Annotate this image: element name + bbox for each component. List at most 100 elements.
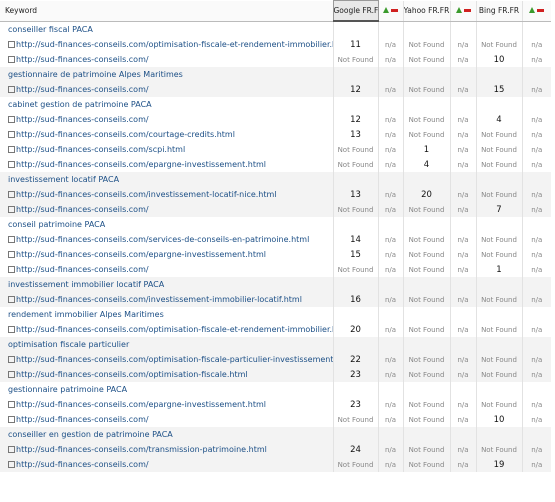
empty-cell: [475, 277, 522, 292]
rank-cell: Not Found: [402, 367, 450, 382]
rank-cell: n/a: [449, 352, 476, 367]
url[interactable]: http://sud-finances-conseils.com/optimis…: [16, 325, 333, 334]
link-icon: [8, 206, 15, 213]
url-row: http://sud-finances-conseils.com/investi…: [0, 292, 551, 307]
empty-cell: [332, 97, 378, 112]
url-cell: http://sud-finances-conseils.com/: [0, 52, 333, 67]
rank-cell: 10: [475, 52, 522, 67]
rank-cell: n/a: [449, 202, 476, 217]
empty-cell: [332, 67, 378, 82]
change-header: [377, 0, 403, 22]
url[interactable]: http://sud-finances-conseils.com/optimis…: [16, 40, 333, 49]
url[interactable]: http://sud-finances-conseils.com/epargne…: [16, 400, 266, 409]
rank-cell: n/a: [521, 52, 551, 67]
url-cell: http://sud-finances-conseils.com/transmi…: [0, 442, 333, 457]
empty-cell: [332, 307, 378, 322]
url-row: http://sud-finances-conseils.com/Not Fou…: [0, 202, 551, 217]
empty-cell: [377, 382, 403, 397]
empty-cell: [402, 337, 450, 352]
link-icon: [8, 446, 15, 453]
link-icon: [8, 131, 15, 138]
empty-cell: [521, 172, 551, 187]
rank-cell: n/a: [377, 442, 403, 457]
keyword: rendement immobilier Alpes Maritimes: [8, 310, 164, 319]
empty-cell: [377, 67, 403, 82]
rank-cell: n/a: [521, 187, 551, 202]
rank-cell: Not Found: [475, 367, 522, 382]
rank-cell: Not Found: [402, 37, 450, 52]
link-icon: [8, 251, 15, 258]
keyword-header[interactable]: Keyword: [0, 0, 333, 22]
rank-cell: Not Found: [475, 157, 522, 172]
rank-cell: 20: [402, 187, 450, 202]
rank-cell: n/a: [377, 232, 403, 247]
url-row: http://sud-finances-conseils.com/epargne…: [0, 157, 551, 172]
url-cell: http://sud-finances-conseils.com/epargne…: [0, 157, 333, 172]
url[interactable]: http://sud-finances-conseils.com/investi…: [16, 295, 302, 304]
link-icon: [8, 371, 15, 378]
empty-cell: [449, 97, 476, 112]
url[interactable]: http://sud-finances-conseils.com/epargne…: [16, 160, 266, 169]
empty-cell: [521, 21, 551, 37]
rank-cell: n/a: [521, 127, 551, 142]
keyword-row: gestionnaire patrimoine PACA: [0, 382, 551, 397]
rank-cell: Not Found: [332, 52, 378, 67]
url[interactable]: http://sud-finances-conseils.com/: [16, 115, 149, 124]
rank-cell: n/a: [521, 112, 551, 127]
empty-cell: [475, 382, 522, 397]
link-icon: [8, 461, 15, 468]
rank-cell: 23: [332, 367, 378, 382]
empty-cell: [402, 382, 450, 397]
empty-cell: [475, 21, 522, 37]
keyword: gestionnaire patrimoine PACA: [8, 385, 128, 394]
rank-cell: n/a: [377, 262, 403, 277]
rank-cell: 7: [475, 202, 522, 217]
google-header[interactable]: Google FR.FR: [332, 0, 379, 22]
url[interactable]: http://sud-finances-conseils.com/epargne…: [16, 250, 266, 259]
rank-cell: Not Found: [402, 412, 450, 427]
empty-cell: [475, 217, 522, 232]
rank-cell: n/a: [377, 247, 403, 262]
keyword-row: rendement immobilier Alpes Maritimes: [0, 307, 551, 322]
url[interactable]: http://sud-finances-conseils.com/optimis…: [16, 355, 333, 364]
url[interactable]: http://sud-finances-conseils.com/: [16, 205, 149, 214]
rank-cell: 13: [332, 187, 378, 202]
rank-cell: n/a: [521, 322, 551, 337]
url-cell: http://sud-finances-conseils.com/optimis…: [0, 352, 333, 367]
rank-cell: Not Found: [402, 442, 450, 457]
rank-cell: n/a: [449, 322, 476, 337]
url[interactable]: http://sud-finances-conseils.com/: [16, 85, 149, 94]
url[interactable]: http://sud-finances-conseils.com/transmi…: [16, 445, 267, 454]
empty-cell: [332, 172, 378, 187]
empty-cell: [475, 97, 522, 112]
url[interactable]: http://sud-finances-conseils.com/: [16, 265, 149, 274]
rank-cell: n/a: [449, 37, 476, 52]
url-row: http://sud-finances-conseils.com/transmi…: [0, 442, 551, 457]
url[interactable]: http://sud-finances-conseils.com/: [16, 460, 149, 469]
rank-cell: Not Found: [402, 397, 450, 412]
url[interactable]: http://sud-finances-conseils.com/courtag…: [16, 130, 235, 139]
rank-cell: n/a: [449, 112, 476, 127]
link-icon: [8, 161, 15, 168]
bing-header[interactable]: Bing FR.FR: [475, 0, 522, 22]
empty-cell: [449, 337, 476, 352]
url-row: http://sud-finances-conseils.com/optimis…: [0, 322, 551, 337]
keyword-row: investissement locatif PACA: [0, 172, 551, 187]
rank-cell: n/a: [521, 367, 551, 382]
empty-cell: [377, 427, 403, 442]
rank-cell: Not Found: [332, 157, 378, 172]
url[interactable]: http://sud-finances-conseils.com/scpi.ht…: [16, 145, 186, 154]
rank-cell: n/a: [449, 82, 476, 97]
url-cell: http://sud-finances-conseils.com/: [0, 82, 333, 97]
keyword: cabinet gestion de patrimoine PACA: [8, 100, 152, 109]
yahoo-header[interactable]: Yahoo FR.FR: [402, 0, 450, 22]
url-cell: http://sud-finances-conseils.com/optimis…: [0, 322, 333, 337]
url[interactable]: http://sud-finances-conseils.com/optimis…: [16, 370, 248, 379]
url[interactable]: http://sud-finances-conseils.com/: [16, 55, 149, 64]
rank-cell: Not Found: [475, 187, 522, 202]
url[interactable]: http://sud-finances-conseils.com/: [16, 415, 149, 424]
link-icon: [8, 326, 15, 333]
url[interactable]: http://sud-finances-conseils.com/investi…: [16, 190, 277, 199]
url[interactable]: http://sud-finances-conseils.com/service…: [16, 235, 310, 244]
